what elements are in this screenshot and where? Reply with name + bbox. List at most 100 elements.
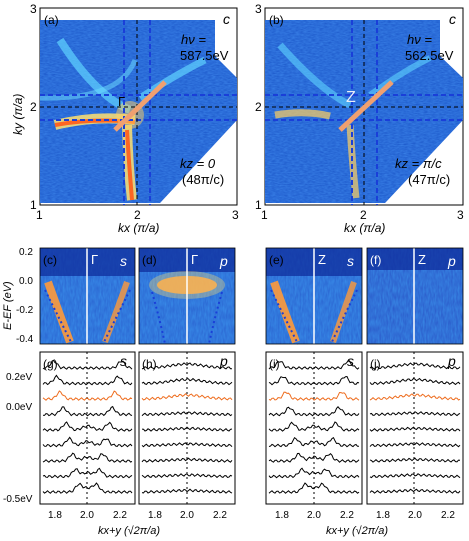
panel-b-hv: hν =: [407, 32, 432, 47]
edc-curve: [141, 426, 233, 432]
panel-a-kz: kz = 0: [180, 156, 216, 171]
panel-a-label: (a): [44, 13, 59, 27]
arpes-row: (c) Γ s (d) Γ p (e) Z s (f): [2, 247, 464, 345]
map-a-xtick-1: 1: [36, 208, 43, 222]
panel-b-label: (b): [269, 13, 284, 27]
map-b-xtick-2: 2: [360, 208, 367, 222]
edc-curve: [268, 391, 360, 401]
panel-i-pol: s: [347, 353, 354, 369]
edc-curve: [42, 436, 133, 448]
edc-ytick-top: 0.2eV: [6, 372, 32, 383]
e-tick-0.2: 0.2: [19, 247, 33, 258]
map-a-ytick-3: 3: [30, 2, 37, 16]
edc-xtick-h-2.0: 2.0: [180, 510, 194, 521]
panel-c-point: Γ: [91, 252, 98, 267]
edc-curve: [268, 482, 360, 494]
panel-i-label: (i): [269, 357, 280, 371]
map-b-xtick-1: 1: [261, 208, 268, 222]
edc-curve: [268, 406, 360, 417]
map-a-ytick-2: 2: [30, 100, 37, 114]
edc-curve: [369, 442, 461, 448]
map-b-xtick-3: 3: [457, 208, 464, 222]
panel-a-pol: c: [223, 11, 230, 27]
edc-xlabel-left: kx+y (√2π/a): [98, 525, 160, 537]
panel-a-kz-index: (48π/c): [182, 172, 224, 187]
panel-d-pol: p: [219, 253, 228, 269]
map-b-ytick-1: 1: [255, 198, 262, 212]
edc-curve: [42, 390, 133, 401]
panel-e-point: Z: [318, 252, 326, 267]
panel-f-point: Z: [418, 252, 426, 267]
edc-curve: [268, 452, 360, 463]
panel-a-point: Γ: [118, 94, 125, 109]
panel-j-pol: p: [447, 353, 456, 369]
edc-xtick-i-2.0: 2.0: [307, 510, 321, 521]
map-b-ytick-3: 3: [255, 2, 262, 16]
panel-a-hv: hν =: [181, 32, 206, 47]
panel-f-pol: p: [447, 253, 456, 269]
edc-curve: [268, 467, 360, 479]
edc-curve: [42, 467, 133, 479]
edc-xtick-h-1.8: 1.8: [148, 510, 162, 521]
edc-curve: [268, 421, 360, 432]
panel-g-pol: s: [120, 353, 127, 369]
edc-xtick-g-2.2: 2.2: [113, 510, 127, 521]
e-axis-label: E-EF (eV): [2, 281, 14, 330]
edc-curve: [42, 452, 133, 463]
panel-a-energy: 587.5eV: [180, 48, 229, 63]
panel-h-label: (h): [142, 357, 157, 371]
edc-curve: [268, 359, 360, 370]
edc-curve: [42, 421, 133, 432]
panel-b-energy: 562.5eV: [405, 48, 454, 63]
panel-g-label: (g): [43, 357, 58, 371]
edc-xtick-i-1.8: 1.8: [275, 510, 289, 521]
edc-curve: [42, 482, 133, 494]
panel-e-pol: s: [347, 253, 354, 269]
map-a-xtick-3: 3: [232, 208, 239, 222]
map-a-xlabel: kx (π/a): [118, 221, 159, 235]
panel-b-kz: kz = π/c: [395, 156, 442, 171]
edc-curve: [369, 488, 461, 494]
map-a-xtick-2: 2: [134, 208, 141, 222]
panel-e-label: (e): [269, 253, 284, 267]
edc-curve: [141, 442, 233, 448]
edc-xtick-j-2.0: 2.0: [408, 510, 422, 521]
edc-curve: [141, 473, 233, 479]
map-b-xlabel: kx (π/a): [344, 221, 385, 235]
panel-h-pol: p: [219, 353, 228, 369]
e-tick-m0.2: -0.2: [16, 305, 34, 316]
edc-xtick-j-2.2: 2.2: [441, 510, 455, 521]
edc-curve: [369, 362, 461, 370]
edc-curve: [268, 375, 360, 386]
edc-curve: [369, 473, 461, 479]
edc-curve: [369, 426, 461, 432]
edc-curve: [141, 362, 232, 370]
edc-xlabel-right: kx+y (√2π/a): [326, 525, 388, 537]
edc-curve: [141, 457, 233, 463]
edc-xtick-i-2.2: 2.2: [340, 510, 354, 521]
panel-c-pol: s: [120, 253, 127, 269]
map-a-ytick-1: 1: [30, 198, 37, 212]
e-tick-0.0: 0.0: [19, 276, 33, 287]
edc-curve: [268, 436, 359, 448]
map-panel-b: (b) c hν = 562.5eV Z kz = π/c (47π/c) 3 …: [255, 2, 464, 235]
edc-curve: [369, 393, 461, 401]
edc-xtick-j-1.8: 1.8: [376, 510, 390, 521]
edc-ytick-bottom: -0.5eV: [3, 494, 33, 505]
panel-b-point: Z: [346, 89, 356, 106]
panel-f-label: (f): [370, 253, 381, 267]
edc-curve: [141, 411, 233, 417]
edc-curve: [141, 393, 233, 401]
edc-curve: [42, 359, 133, 370]
edc-curve: [141, 377, 233, 386]
edc-ytick-zero: 0.0eV: [6, 402, 32, 413]
edc-xtick-g-2.0: 2.0: [80, 510, 94, 521]
panel-d-label: (d): [142, 253, 157, 267]
panel-d-point: Γ: [191, 252, 198, 267]
edc-xtick-h-2.2: 2.2: [213, 510, 227, 521]
e-tick-m0.4: -0.4: [16, 334, 34, 345]
edc-curve: [141, 488, 233, 494]
map-a-ylabel: ky (π/a): [11, 94, 25, 135]
map-b-ytick-2: 2: [255, 100, 262, 114]
